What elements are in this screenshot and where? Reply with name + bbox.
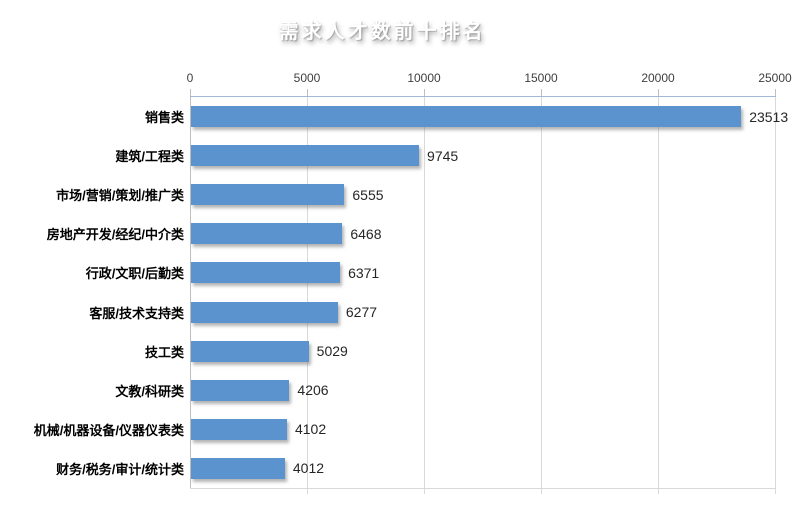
gridline	[424, 97, 425, 494]
bar	[191, 301, 338, 323]
banner-border: 需求人才数前十排名	[264, 10, 522, 48]
category-label: 财务/税务/审计/统计类	[56, 461, 184, 477]
x-tick-mark	[190, 89, 191, 97]
bar-value-label: 6371	[348, 264, 380, 281]
bar	[191, 223, 343, 245]
gridline	[541, 97, 542, 494]
category-label: 市场/营销/策划/推广类	[56, 188, 184, 204]
x-tick-label: 25000	[758, 71, 792, 85]
gridline	[658, 97, 659, 494]
x-tick-mark	[307, 89, 308, 97]
bar-value-label: 6555	[352, 186, 384, 203]
bottom-axis-line	[190, 488, 776, 489]
x-tick-mark	[658, 89, 659, 97]
bar-value-label: 23513	[749, 108, 789, 125]
bar	[191, 418, 287, 440]
x-tick-label: 20000	[641, 71, 675, 85]
gridline	[775, 97, 776, 494]
banner-fill: 需求人才数前十排名	[266, 12, 520, 46]
category-label: 客服/技术支持类	[89, 305, 184, 321]
x-tick-label: 0	[186, 71, 194, 85]
bar	[191, 457, 285, 479]
category-label: 建筑/工程类	[115, 149, 184, 165]
bar	[191, 340, 309, 362]
x-tick-label: 10000	[407, 71, 441, 85]
bar-value-label: 5029	[316, 343, 348, 360]
category-label: 技工类	[144, 344, 184, 360]
gridline	[307, 97, 308, 494]
bar-value-label: 9745	[427, 147, 459, 164]
chart-title-banner: 需求人才数前十排名	[264, 10, 522, 48]
top-axis-line	[190, 96, 776, 97]
x-tick-mark	[424, 89, 425, 97]
bar-value-label: 6468	[350, 225, 382, 242]
category-label: 文教/科研类	[115, 383, 184, 399]
chart-title: 需求人才数前十排名	[278, 20, 486, 43]
x-tick-label: 5000	[293, 71, 321, 85]
bar-value-label: 6277	[345, 304, 378, 321]
x-tick-label: 15000	[524, 71, 558, 85]
category-label: 房地产开发/经纪/中介类	[46, 227, 184, 243]
bar	[191, 379, 290, 401]
bar	[191, 184, 345, 206]
category-label: 行政/文职/后勤类	[85, 266, 184, 282]
bar-value-label: 4102	[294, 421, 327, 438]
bar-value-label: 4206	[297, 382, 329, 399]
bar-value-label: 4012	[292, 460, 325, 477]
x-tick-mark	[775, 89, 776, 97]
bar	[191, 262, 341, 284]
category-label: 销售类	[144, 110, 184, 126]
category-label: 机械/机器设备/仪器仪表类	[33, 422, 184, 438]
x-tick-mark	[541, 89, 542, 97]
left-axis-line	[190, 97, 191, 488]
bar	[191, 145, 420, 167]
bar	[191, 106, 742, 128]
